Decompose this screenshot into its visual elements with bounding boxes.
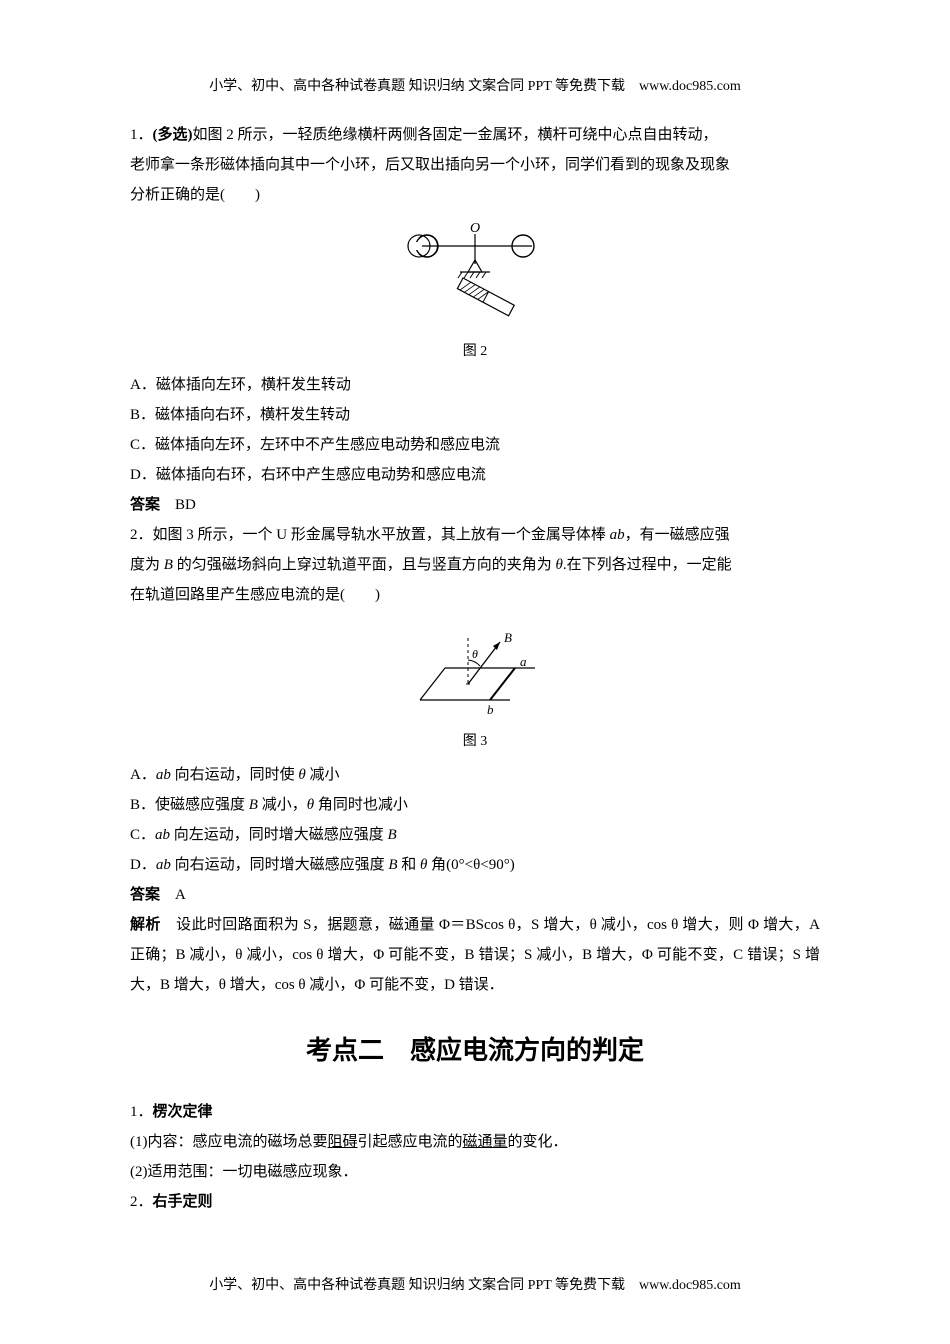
q1-stem: 1．(多选)如图 2 所示，一轻质绝缘横杆两侧各固定一金属环，横杆可绕中心点自由… <box>130 120 820 150</box>
s2-p1a-u2: 磁通量 <box>463 1134 508 1150</box>
page-footer: 小学、初中、高中各种试卷真题 知识归纳 文案合同 PPT 等免费下载 www.d… <box>0 1274 950 1294</box>
s2-p1a-u1: 阻碍 <box>328 1134 358 1150</box>
s2-p1a-end: 的变化． <box>508 1134 568 1150</box>
figure-3-caption: 图 3 <box>130 730 820 750</box>
q2a-ab: ab <box>156 767 171 783</box>
q2d-mid: 和 <box>398 857 421 873</box>
q2d-B: B <box>388 857 397 873</box>
q2a-post: 向右运动，同时使 <box>171 767 299 783</box>
q1-stem-line2: 老师拿一条形磁体插向其中一个小环，后又取出插向另一个小环，同学们看到的现象及现象 <box>130 150 820 180</box>
q1-answer: 答案 BD <box>130 490 820 520</box>
s2-p1a: (1)内容：感应电流的磁场总要阻碍引起感应电流的磁通量的变化． <box>130 1127 820 1157</box>
q2-s1a: 如图 3 所示，一个 U 形金属导轨水平放置，其上放有一个金属导体棒 <box>153 527 610 543</box>
q2b-pre: B．使磁感应强度 <box>130 797 249 813</box>
q2-s2c: .在下列各过程中，一定能 <box>563 557 732 573</box>
s2-p1b: (2)适用范围：一切电磁感应现象． <box>130 1157 820 1187</box>
q1-option-d: D．磁体插向右环，右环中产生感应电动势和感应电流 <box>130 460 820 490</box>
q2-answer-value: A <box>160 887 186 903</box>
q2a-th: θ <box>298 767 305 783</box>
figure-3: a b B θ <box>130 620 820 725</box>
q2-s2b: 的匀强磁场斜向上穿过轨道平面，且与竖直方向的夹角为 <box>173 557 556 573</box>
q1-stem-line3: 分析正确的是( ) <box>130 180 820 210</box>
q1-option-a: A．磁体插向左环，横杆发生转动 <box>130 370 820 400</box>
q2a-pre: A． <box>130 767 156 783</box>
s2-p2-num: 2． <box>130 1194 153 1210</box>
q1-num: 1． <box>130 127 153 143</box>
q2d-end: 角(0°<θ<90°) <box>427 857 514 873</box>
svg-text:θ: θ <box>472 647 478 661</box>
q2-stem-line1: 2．如图 3 所示，一个 U 形金属导轨水平放置，其上放有一个金属导体棒 ab，… <box>130 520 820 550</box>
q1-option-c: C．磁体插向左环，左环中不产生感应电动势和感应电流 <box>130 430 820 460</box>
q2-s1b: ，有一磁感应强 <box>625 527 730 543</box>
s2-p1-num: 1． <box>130 1104 153 1120</box>
svg-text:O: O <box>470 221 480 236</box>
q1-stem-line1: 如图 2 所示，一轻质绝缘横杆两侧各固定一金属环，横杆可绕中心点自由转动， <box>193 127 718 143</box>
section-2-title: 考点二 感应电流方向的判定 <box>130 1030 820 1067</box>
q2-num: 2． <box>130 527 153 543</box>
q2b-end: 角同时也减小 <box>314 797 408 813</box>
q2b-th: θ <box>307 797 314 813</box>
q2-theta: θ <box>555 557 562 573</box>
q2-explanation: 解析 设此时回路面积为 S，据题意，磁通量 Φ＝BScos θ，S 增大，θ 减… <box>130 910 820 1000</box>
figure-2-caption: 图 2 <box>130 340 820 360</box>
s2-p1: 1．楞次定律 <box>130 1097 820 1127</box>
q2-stem-line2: 度为 B 的匀强磁场斜向上穿过轨道平面，且与竖直方向的夹角为 θ.在下列各过程中… <box>130 550 820 580</box>
q2-answer: 答案 A <box>130 880 820 910</box>
q2-option-b: B．使磁感应强度 B 减小，θ 角同时也减小 <box>130 790 820 820</box>
q2-option-a: A．ab 向右运动，同时使 θ 减小 <box>130 760 820 790</box>
s2-p1a-pre: (1)内容：感应电流的磁场总要 <box>130 1134 328 1150</box>
q2-option-c: C．ab 向左运动，同时增大磁感应强度 B <box>130 820 820 850</box>
q2c-B: B <box>388 827 397 843</box>
page-header: 小学、初中、高中各种试卷真题 知识归纳 文案合同 PPT 等免费下载 www.d… <box>130 75 820 95</box>
answer-label-2: 答案 <box>130 887 160 903</box>
q1-option-b: B．磁体插向右环，横杆发生转动 <box>130 400 820 430</box>
q2-explanation-text: 设此时回路面积为 S，据题意，磁通量 Φ＝BScos θ，S 增大，θ 减小，c… <box>130 917 820 993</box>
q2d-post: 向右运动，同时增大磁感应强度 <box>171 857 389 873</box>
q1-answer-value: BD <box>160 497 196 513</box>
q2-s2a: 度为 <box>130 557 164 573</box>
q1-multi-tag: (多选) <box>153 127 193 143</box>
answer-label: 答案 <box>130 497 160 513</box>
q2c-ab: ab <box>155 827 170 843</box>
s2-p2-title: 右手定则 <box>153 1194 213 1210</box>
q2c-post: 向左运动，同时增大磁感应强度 <box>170 827 388 843</box>
q2-ab: ab <box>610 527 625 543</box>
s2-p2: 2．右手定则 <box>130 1187 820 1217</box>
figure-2: O <box>130 220 820 335</box>
explanation-label: 解析 <box>130 917 161 933</box>
q2a-end: 减小 <box>306 767 340 783</box>
s2-p1a-mid: 引起感应电流的 <box>358 1134 463 1150</box>
q2b-B: B <box>249 797 258 813</box>
q2-B: B <box>164 557 173 573</box>
s2-p1-title: 楞次定律 <box>153 1104 213 1120</box>
q2c-pre: C． <box>130 827 155 843</box>
svg-text:b: b <box>487 702 494 717</box>
svg-text:B: B <box>504 630 512 645</box>
q2b-mid: 减小， <box>258 797 307 813</box>
svg-text:a: a <box>520 654 527 669</box>
q2-option-d: D．ab 向右运动，同时增大磁感应强度 B 和 θ 角(0°<θ<90°) <box>130 850 820 880</box>
q2-stem-line3: 在轨道回路里产生感应电流的是( ) <box>130 580 820 610</box>
page: 小学、初中、高中各种试卷真题 知识归纳 文案合同 PPT 等免费下载 www.d… <box>0 0 950 1344</box>
q2d-ab: ab <box>156 857 171 873</box>
q2d-pre: D． <box>130 857 156 873</box>
